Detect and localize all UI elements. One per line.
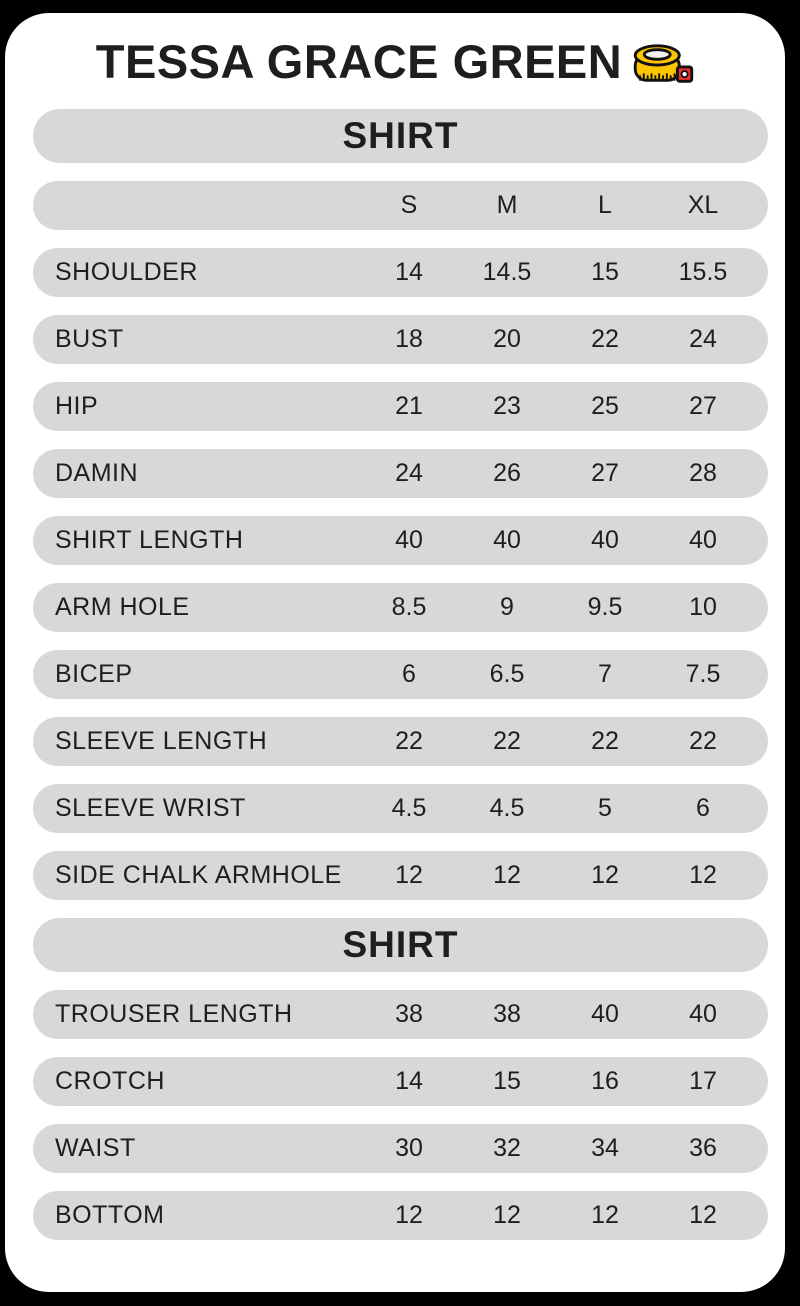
measurement-value: 6.5	[489, 660, 525, 688]
size-column-label: S	[400, 191, 418, 219]
measurement-value: 25	[591, 392, 619, 420]
measurement-value: 9	[500, 593, 514, 621]
measurement-label: SLEEVE LENGTH	[55, 727, 268, 755]
size-column-label: L	[598, 191, 612, 219]
measurement-row: BOTTOM 12 12 12 12	[33, 1191, 768, 1240]
measurement-value: 7.5	[685, 660, 721, 688]
measurement-row: TROUSER LENGTH 38 38 40 40	[33, 990, 768, 1039]
title-row: TESSA GRACE GREEN	[5, 13, 785, 109]
measurement-value: 22	[689, 727, 717, 755]
measurement-row: CROTCH 14 15 16 17	[33, 1057, 768, 1106]
measurement-row: WAIST 30 32 34 36	[33, 1124, 768, 1173]
size-column-label: XL	[687, 191, 719, 219]
measurement-value: 40	[591, 526, 619, 554]
measurement-value: 12	[591, 861, 619, 889]
measurement-value: 6	[402, 660, 416, 688]
measurement-value: 22	[493, 727, 521, 755]
measurement-value: 14	[395, 258, 423, 286]
measurement-label: TROUSER LENGTH	[55, 1000, 293, 1028]
measurement-value: 4.5	[391, 794, 427, 822]
size-column-label: M	[496, 191, 518, 219]
measurement-value: 17	[689, 1067, 717, 1095]
measurement-value: 38	[395, 1000, 423, 1028]
measurement-value: 9.5	[587, 593, 623, 621]
measurement-row: DAMIN 24 26 27 28	[33, 449, 768, 498]
measurement-value: 12	[395, 861, 423, 889]
measurement-row: ARM HOLE 8.5 9 9.5 10	[33, 583, 768, 632]
measurement-label: BICEP	[55, 660, 133, 688]
measurement-value: 26	[493, 459, 521, 487]
measurement-row: BUST 18 20 22 24	[33, 315, 768, 364]
measurement-value: 14.5	[482, 258, 532, 286]
measurement-value: 24	[689, 325, 717, 353]
section-header-1: SHIRT	[33, 109, 768, 163]
measurement-row: SLEEVE WRIST 4.5 4.5 5 6	[33, 784, 768, 833]
measurement-label: SIDE CHALK ARMHOLE	[55, 861, 342, 889]
measurement-value: 14	[395, 1067, 423, 1095]
measurement-value: 22	[395, 727, 423, 755]
measurement-value: 32	[493, 1134, 521, 1162]
measurement-value: 40	[493, 526, 521, 554]
measurement-label: HIP	[55, 392, 99, 420]
measurement-value: 8.5	[391, 593, 427, 621]
measurement-row: SHIRT LENGTH 40 40 40 40	[33, 516, 768, 565]
measurement-value: 6	[696, 794, 710, 822]
measurement-value: 10	[689, 593, 717, 621]
page-title: TESSA GRACE GREEN	[95, 34, 623, 88]
measurement-value: 5	[598, 794, 612, 822]
measurement-label: SHIRT LENGTH	[55, 526, 244, 554]
measurement-label: DAMIN	[55, 459, 139, 487]
measurement-value: 22	[591, 727, 619, 755]
section-header-2: SHIRT	[33, 918, 768, 972]
measurement-value: 27	[689, 392, 717, 420]
measurement-value: 15.5	[678, 258, 728, 286]
size-columns-header: S M L XL	[33, 181, 768, 230]
measurement-value: 12	[493, 1201, 521, 1229]
measurement-value: 4.5	[489, 794, 525, 822]
measurement-row: SIDE CHALK ARMHOLE 12 12 12 12	[33, 851, 768, 900]
measurement-row: HIP 21 23 25 27	[33, 382, 768, 431]
measurement-row: BICEP 6 6.5 7 7.5	[33, 650, 768, 699]
measurement-value: 7	[598, 660, 612, 688]
measurement-value: 38	[493, 1000, 521, 1028]
measurement-value: 40	[689, 526, 717, 554]
measurement-value: 15	[493, 1067, 521, 1095]
measurement-row: SHOULDER 14 14.5 15 15.5	[33, 248, 768, 297]
measurement-label: SLEEVE WRIST	[55, 794, 246, 822]
measurement-value: 34	[591, 1134, 619, 1162]
measurement-value: 40	[591, 1000, 619, 1028]
measurement-value: 12	[689, 861, 717, 889]
measurement-value: 18	[395, 325, 423, 353]
measurement-value: 15	[591, 258, 619, 286]
measurement-value: 22	[591, 325, 619, 353]
measurement-value: 27	[591, 459, 619, 487]
measurement-value: 40	[689, 1000, 717, 1028]
measurement-label: SHOULDER	[55, 258, 198, 286]
size-chart-card: TESSA GRACE GREEN SHIRT S M L XL SHOULDER 14 14…	[5, 13, 785, 1292]
measurement-value: 30	[395, 1134, 423, 1162]
measurement-value: 12	[591, 1201, 619, 1229]
measurement-value: 40	[395, 526, 423, 554]
measurement-value: 12	[395, 1201, 423, 1229]
measurement-label: WAIST	[55, 1134, 136, 1162]
measurement-value: 24	[395, 459, 423, 487]
measurement-value: 23	[493, 392, 521, 420]
measurement-value: 20	[493, 325, 521, 353]
measurement-value: 21	[395, 392, 423, 420]
measuring-tape-icon	[633, 44, 694, 83]
measurement-label: BUST	[55, 325, 124, 353]
measurement-label: ARM HOLE	[55, 593, 190, 621]
size-table: SHIRT S M L XL SHOULDER 14 14.5 15 15.5 BUST 18 20 22…	[5, 109, 785, 1240]
measurement-value: 36	[689, 1134, 717, 1162]
measurement-value: 12	[493, 861, 521, 889]
measurement-value: 28	[689, 459, 717, 487]
measurement-label: BOTTOM	[55, 1201, 165, 1229]
measurement-row: SLEEVE LENGTH 22 22 22 22	[33, 717, 768, 766]
measurement-label: CROTCH	[55, 1067, 165, 1095]
measurement-value: 12	[689, 1201, 717, 1229]
measurement-value: 16	[591, 1067, 619, 1095]
